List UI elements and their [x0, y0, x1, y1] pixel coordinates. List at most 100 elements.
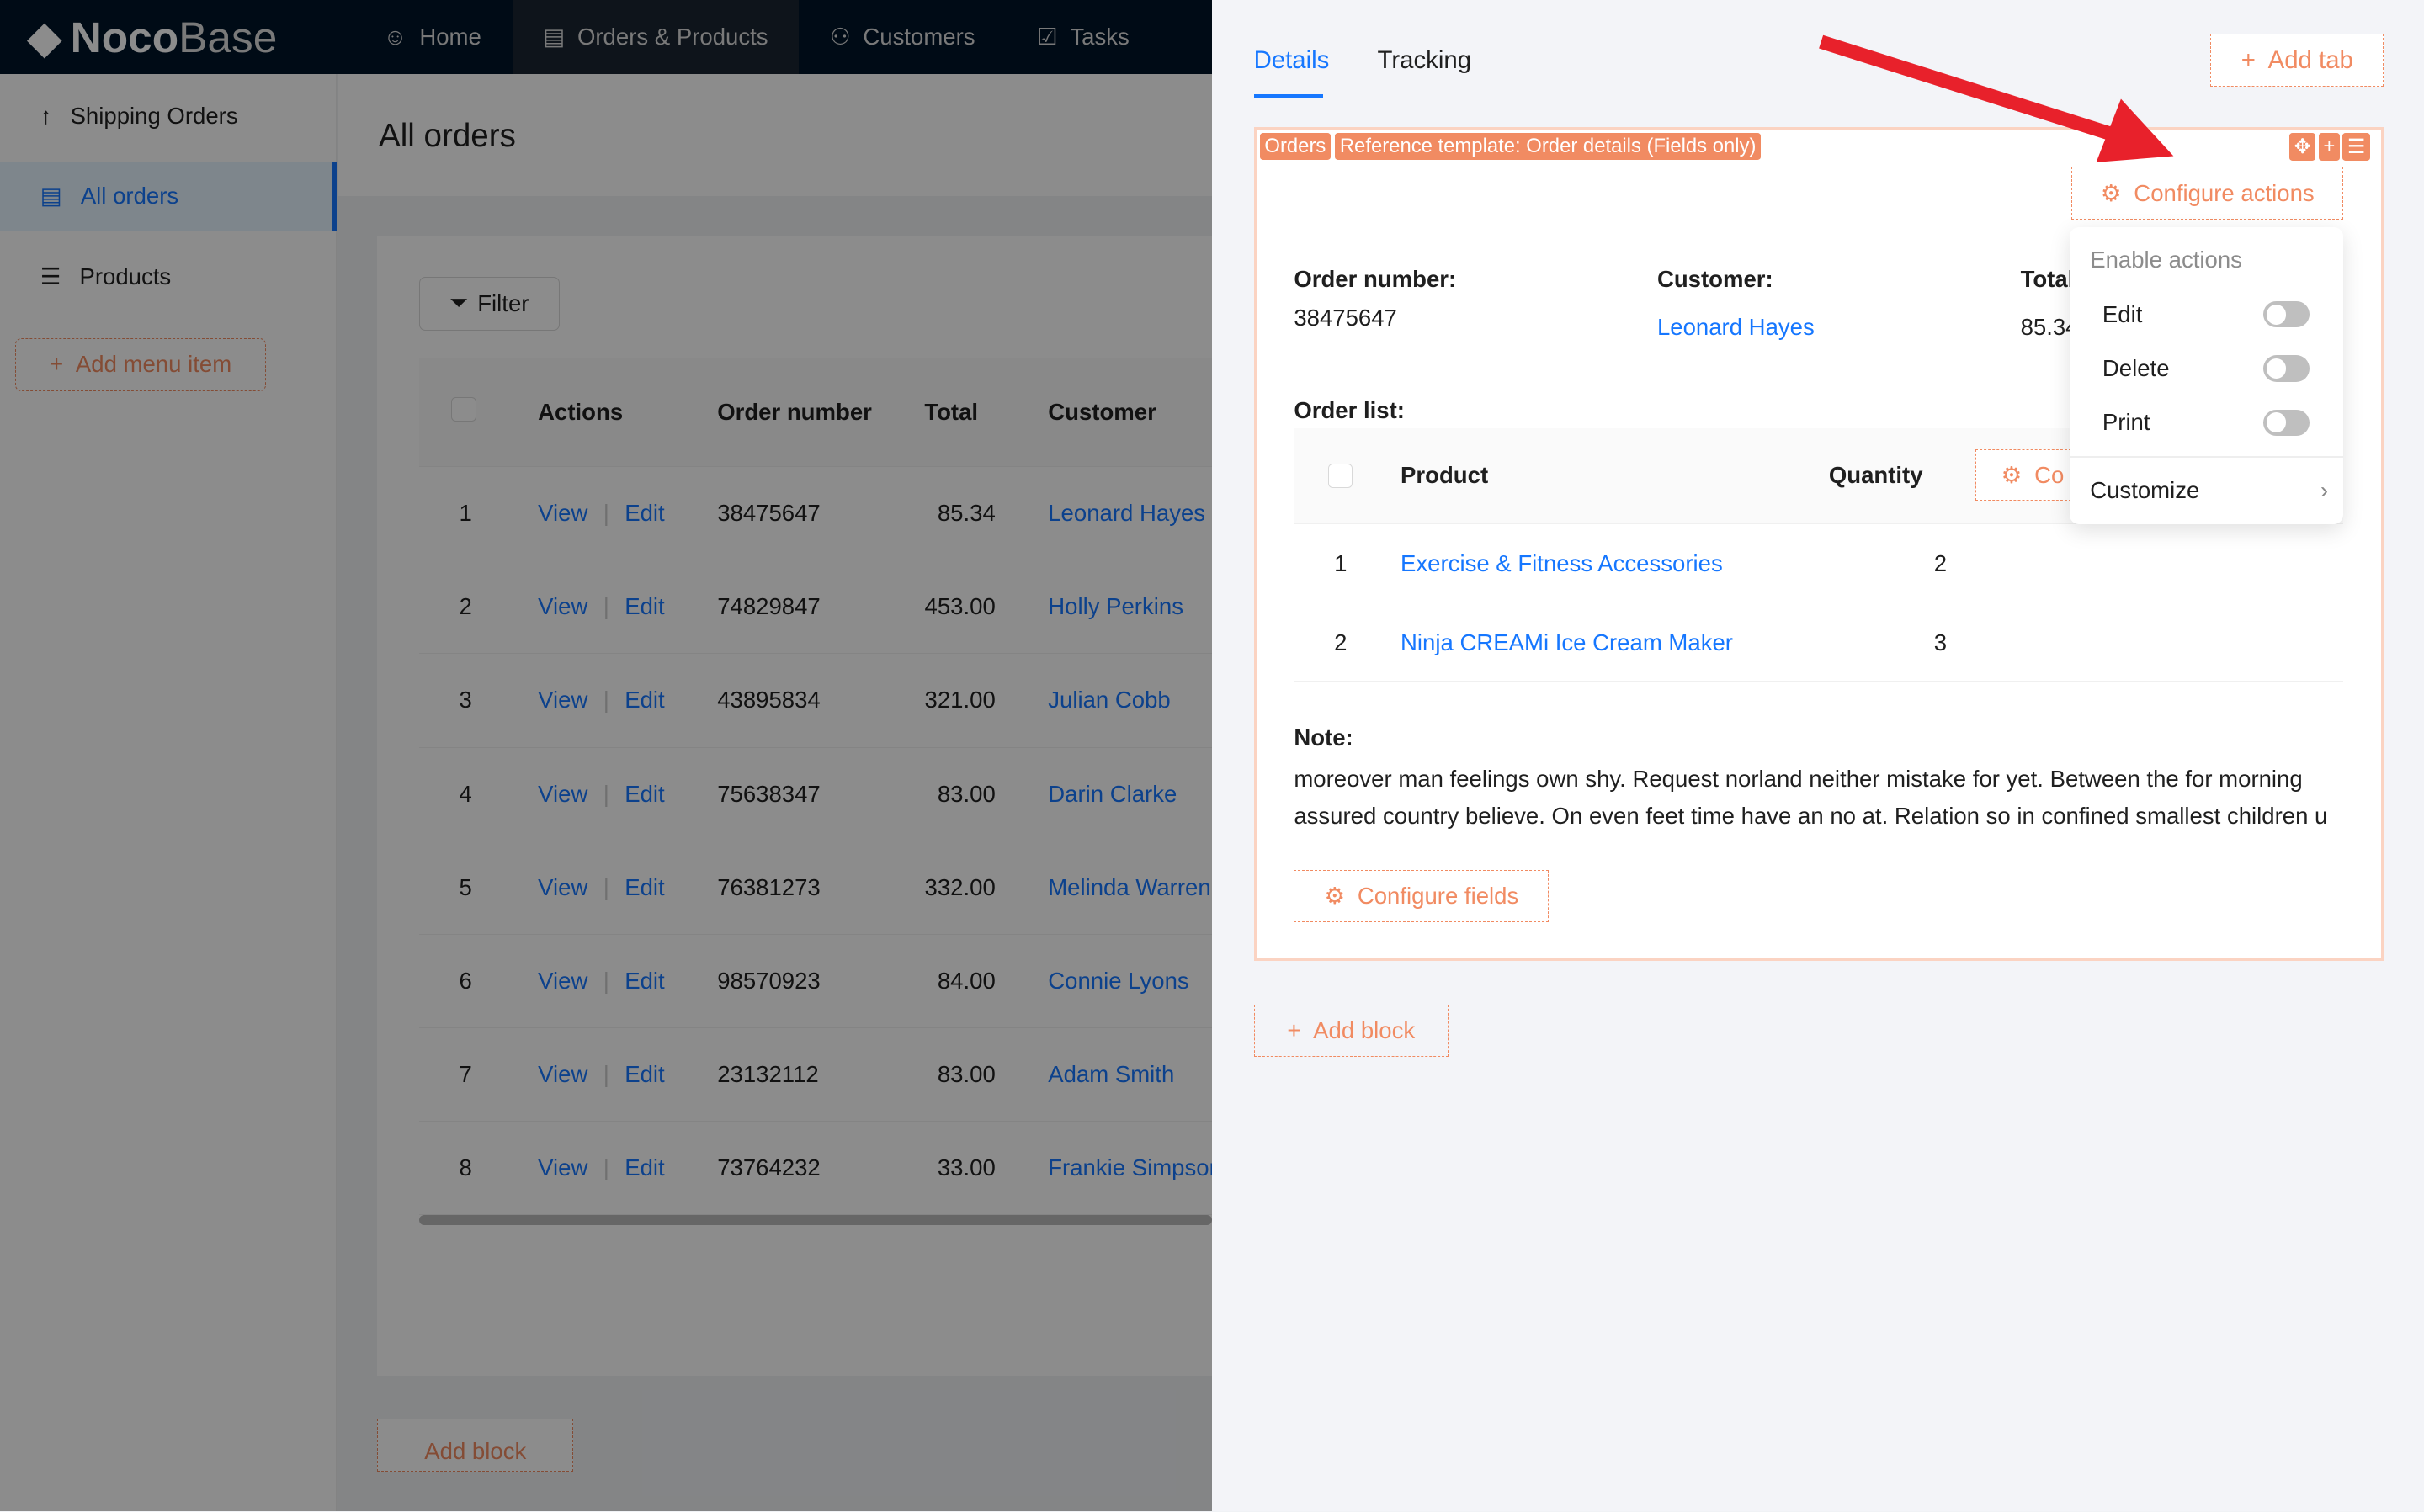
- menu-item-customize[interactable]: Customize ›: [2090, 477, 2329, 504]
- view-link[interactable]: View: [538, 1060, 588, 1087]
- arrow-shaft: [1819, 34, 2120, 143]
- product-link[interactable]: Exercise & Fitness Accessories: [1401, 549, 1723, 576]
- total-cell: 83.00: [898, 747, 1023, 841]
- view-link[interactable]: View: [538, 593, 588, 620]
- view-link[interactable]: View: [538, 1154, 588, 1180]
- customer-link[interactable]: Leonard Hayes: [1022, 466, 1239, 561]
- nav-orders-products[interactable]: ▤ Orders & Products: [512, 0, 800, 75]
- customer-link[interactable]: Darin Clarke: [1022, 747, 1239, 841]
- divider: [2070, 455, 2344, 458]
- row-index: 3: [418, 653, 512, 748]
- logo[interactable]: ◆ Noco Base: [28, 12, 278, 62]
- order-number-cell: 43895834: [689, 653, 899, 748]
- logo-icon: ◆: [28, 12, 61, 61]
- add-block-button[interactable]: Add block: [377, 1419, 574, 1472]
- column-header: Customer: [1022, 358, 1239, 468]
- active-tab-indicator: [1253, 94, 1324, 98]
- collection-tag: Orders: [1259, 132, 1331, 160]
- drawer-mask[interactable]: [0, 0, 1212, 1512]
- order-number-value: 38475647: [1294, 304, 1397, 331]
- table-row: 3 View | Edit 43895834 321.00 Julian Cobb: [418, 653, 1239, 748]
- nav-home[interactable]: ☺ Home: [383, 24, 481, 50]
- sidebar-item-products[interactable]: ☰ Products: [40, 263, 172, 289]
- row-index: 2: [1334, 629, 1348, 655]
- select-all-checkbox[interactable]: [1327, 464, 1353, 489]
- order-number-cell: 76381273: [689, 841, 899, 935]
- table-row: 4 View | Edit 75638347 83.00 Darin Clarke: [418, 747, 1239, 841]
- smile-icon: ☺: [383, 24, 407, 50]
- drag-icon[interactable]: ✥: [2289, 132, 2316, 161]
- plus-icon[interactable]: +: [2318, 132, 2340, 161]
- total-cell: 453.00: [898, 560, 1023, 655]
- view-link[interactable]: View: [538, 967, 588, 994]
- edit-link[interactable]: Edit: [625, 873, 665, 900]
- customer-link[interactable]: Holly Perkins: [1022, 560, 1239, 655]
- edit-link[interactable]: Edit: [625, 780, 665, 807]
- customer-link[interactable]: Connie Lyons: [1022, 934, 1239, 1028]
- sub-table-row: 2 Ninja CREAMi Ice Cream Maker 3: [1294, 602, 2344, 682]
- tab-details[interactable]: Details: [1253, 46, 1330, 75]
- sidebar-item-all-orders[interactable]: ▤ All orders: [0, 162, 338, 231]
- table-row: 5 View | Edit 76381273 332.00 Melinda Warr…: [418, 841, 1239, 935]
- edit-link[interactable]: Edit: [625, 593, 665, 620]
- edit-link[interactable]: Edit: [625, 687, 665, 714]
- customer-link[interactable]: Frankie Simpson: [1022, 1121, 1239, 1216]
- view-link[interactable]: View: [538, 780, 588, 807]
- edit-link[interactable]: Edit: [625, 500, 665, 527]
- nav-customers[interactable]: ⚇ Customers: [829, 24, 975, 50]
- view-link[interactable]: View: [538, 500, 588, 527]
- quantity-cell: 3: [1933, 629, 1948, 655]
- add-tab-button[interactable]: + Add tab: [2210, 34, 2384, 87]
- configure-actions-button[interactable]: ⚙ Configure actions: [2071, 167, 2344, 220]
- customer-link[interactable]: Leonard Hayes: [1656, 313, 1815, 340]
- edit-link[interactable]: Edit: [625, 967, 665, 994]
- total-cell: 33.00: [898, 1121, 1023, 1216]
- add-menu-item-button[interactable]: + Add menu item: [15, 338, 266, 391]
- total-value: 85.34: [2020, 313, 2079, 340]
- chevron-right-icon: ›: [2320, 477, 2329, 504]
- customer-link[interactable]: Julian Cobb: [1022, 653, 1239, 748]
- print-toggle[interactable]: [2262, 409, 2310, 436]
- list-icon: ☰: [40, 263, 61, 289]
- column-header: Actions: [511, 358, 690, 468]
- field-label: Customer:: [1656, 265, 1773, 292]
- menu-item-print[interactable]: Print: [2070, 395, 2343, 449]
- edit-link[interactable]: Edit: [625, 1060, 665, 1087]
- select-all-checkbox[interactable]: [451, 396, 476, 422]
- edit-link[interactable]: Edit: [625, 1154, 665, 1180]
- product-link[interactable]: Ninja CREAMi Ice Cream Maker: [1401, 629, 1733, 655]
- configure-fields-button[interactable]: ⚙ Configure fields: [1294, 870, 1550, 923]
- tab-tracking[interactable]: Tracking: [1377, 46, 1472, 75]
- total-cell: 83.00: [898, 1027, 1023, 1122]
- plus-icon: +: [1287, 1017, 1301, 1044]
- page-title: All orders: [338, 74, 1212, 197]
- row-index: 1: [1334, 549, 1348, 576]
- orders-table: Actions Order number Total Customer 1 Vi…: [418, 358, 1239, 1216]
- menu-group-title: Enable actions: [2090, 247, 2242, 273]
- plus-icon: +: [2241, 45, 2256, 74]
- customer-link[interactable]: Melinda Warren: [1022, 841, 1239, 935]
- arrow-up-icon: ↑: [40, 102, 52, 129]
- customer-link[interactable]: Adam Smith: [1022, 1027, 1239, 1122]
- template-tag: Reference template: Order details (Field…: [1335, 132, 1761, 160]
- view-link[interactable]: View: [538, 687, 588, 714]
- edit-toggle[interactable]: [2262, 301, 2310, 328]
- filter-icon: ⏷: [449, 289, 469, 316]
- horizontal-scrollbar[interactable]: [418, 1214, 1212, 1226]
- sidebar-item-shipping-orders[interactable]: ↑ Shipping Orders: [40, 102, 238, 129]
- add-block-button[interactable]: + Add block: [1253, 1004, 1449, 1058]
- nav-tasks[interactable]: ☑ Tasks: [1036, 24, 1130, 50]
- configure-columns-button[interactable]: ⚙ Co: [1975, 449, 2072, 501]
- total-cell: 84.00: [898, 934, 1023, 1028]
- order-number-cell: 98570923: [689, 934, 899, 1028]
- menu-icon[interactable]: ☰: [2342, 132, 2370, 161]
- row-index: 1: [418, 466, 512, 561]
- view-link[interactable]: View: [538, 873, 588, 900]
- row-index: 2: [418, 560, 512, 655]
- filter-button[interactable]: ⏷ Filter: [418, 276, 560, 332]
- menu-item-delete[interactable]: Delete: [2070, 342, 2343, 395]
- delete-toggle[interactable]: [2262, 355, 2310, 382]
- enable-actions-menu: Enable actions Edit Delete Print Customi…: [2070, 226, 2344, 524]
- column-header: Total: [898, 358, 1023, 468]
- menu-item-edit[interactable]: Edit: [2070, 288, 2343, 342]
